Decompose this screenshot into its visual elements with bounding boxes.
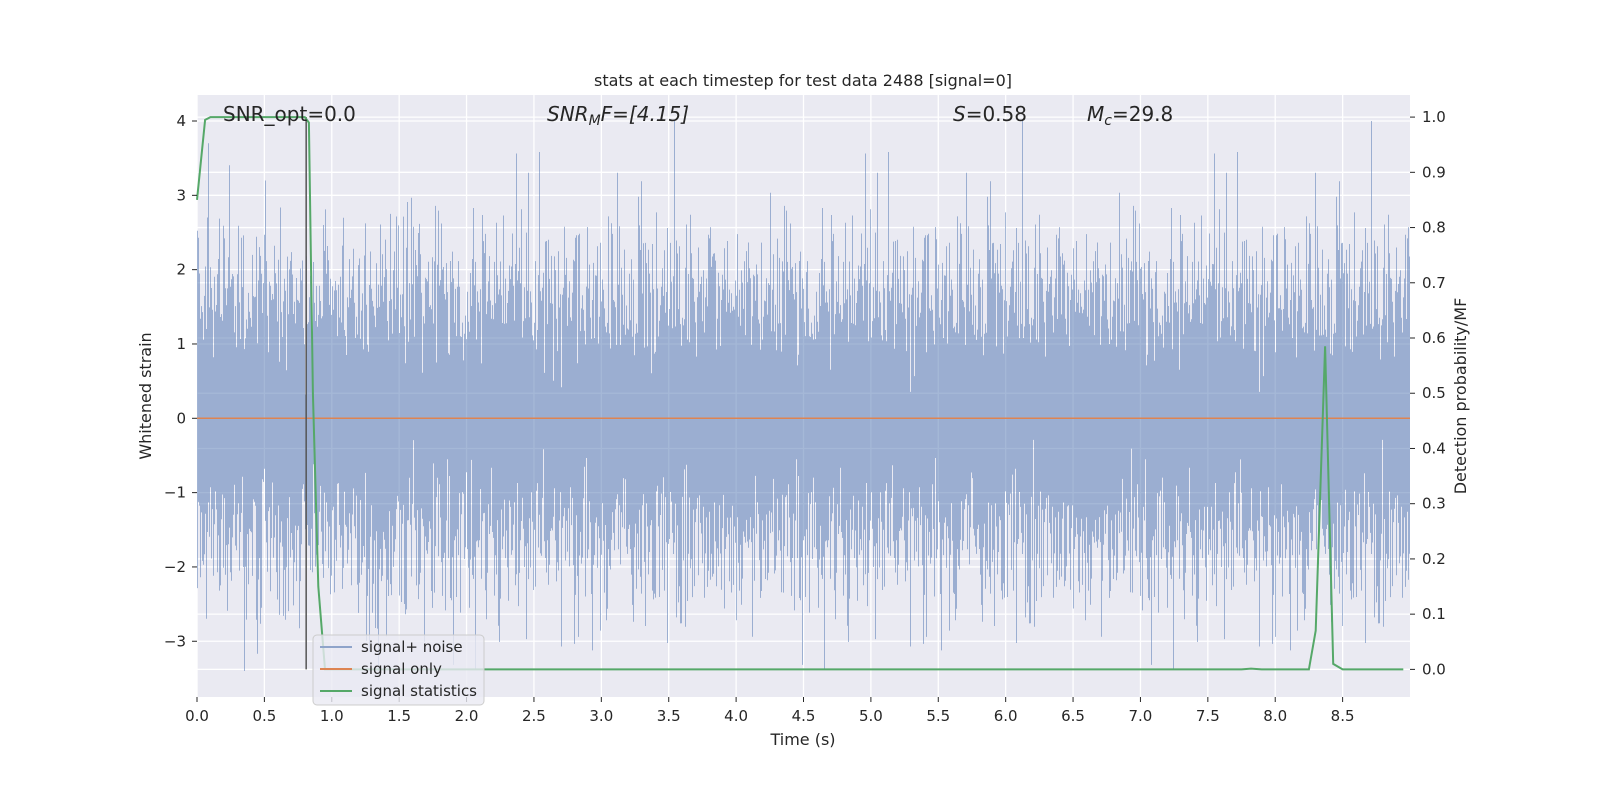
left-y-axis-label: Whitened strain xyxy=(136,332,155,459)
chart-title: stats at each timestep for test data 248… xyxy=(594,71,1012,90)
snr-mf-rest: F=[4.15] xyxy=(601,102,689,126)
y-right-tick-label: 0.3 xyxy=(1422,495,1446,513)
right-y-axis-ticks: 0.0 0.1 0.2 0.3 0.4 0.5 0.6 0.7 0.8 0.9 1.0 xyxy=(1410,108,1446,678)
x-tick-label: 2.5 xyxy=(522,707,546,725)
y-right-tick-label: 0.6 xyxy=(1422,329,1446,347)
y-left-tick-label: 3 xyxy=(176,186,186,204)
y-right-tick-label: 1.0 xyxy=(1422,108,1446,126)
x-axis-label: Time (s) xyxy=(769,730,835,749)
left-y-axis-ticks: −3 −2 −1 0 1 2 3 4 xyxy=(164,112,197,650)
x-tick-label: 7.0 xyxy=(1129,707,1153,725)
right-y-axis-label: Detection probability/MF xyxy=(1451,298,1470,495)
s-variable: S xyxy=(953,102,966,126)
x-tick-label: 6.5 xyxy=(1061,707,1085,725)
y-left-tick-label: 2 xyxy=(176,261,186,279)
annotation-snr-opt: SNR_opt=0.0 xyxy=(223,102,356,126)
x-tick-label: 0.0 xyxy=(185,707,209,725)
x-tick-label: 3.5 xyxy=(657,707,681,725)
legend-label-signal: signal only xyxy=(361,660,442,678)
x-tick-label: 2.0 xyxy=(455,707,479,725)
annotation-mc: Mc=29.8 xyxy=(1087,102,1173,129)
x-tick-label: 3.0 xyxy=(589,707,613,725)
y-left-tick-label: −2 xyxy=(164,558,186,576)
s-value: =0.58 xyxy=(966,102,1027,126)
x-tick-label: 7.5 xyxy=(1196,707,1220,725)
y-right-tick-label: 0.1 xyxy=(1422,605,1446,623)
mc-value: =29.8 xyxy=(1112,102,1173,126)
x-tick-label: 4.5 xyxy=(792,707,816,725)
y-left-tick-label: 0 xyxy=(176,409,186,427)
x-tick-label: 6.0 xyxy=(994,707,1018,725)
mc-subscript: c xyxy=(1104,113,1112,129)
annotation-snr-mf: SNRMF=[4.15] xyxy=(547,102,689,129)
legend-box xyxy=(312,634,485,706)
x-tick-label: 1.0 xyxy=(320,707,344,725)
x-tick-label: 1.5 xyxy=(387,707,411,725)
x-axis-ticks: 0.0 0.5 1.0 1.5 2.0 2.5 3.0 3.5 4.0 4.5 5.0 5.5 6.0 6… xyxy=(185,697,1355,725)
y-right-tick-label: 0.5 xyxy=(1422,384,1446,402)
y-right-tick-label: 0.8 xyxy=(1422,219,1446,237)
mc-variable: M xyxy=(1087,102,1104,126)
y-left-tick-label: 4 xyxy=(176,112,186,130)
y-right-tick-label: 0.0 xyxy=(1422,660,1446,678)
snr-mf-main: SNR xyxy=(547,102,589,126)
legend-label-statistics: signal statistics xyxy=(361,682,477,700)
noise-series-signal-plus-noise xyxy=(197,121,1410,671)
x-tick-label: 4.0 xyxy=(724,707,748,725)
y-right-tick-label: 0.4 xyxy=(1422,439,1446,457)
y-right-tick-label: 0.7 xyxy=(1422,274,1446,292)
x-tick-label: 5.5 xyxy=(926,707,950,725)
x-tick-label: 8.0 xyxy=(1263,707,1287,725)
y-left-tick-label: 1 xyxy=(176,335,186,353)
legend-label-noise: signal+ noise xyxy=(361,638,463,656)
x-tick-label: 5.0 xyxy=(859,707,883,725)
y-left-tick-label: −3 xyxy=(164,632,186,650)
y-left-tick-label: −1 xyxy=(164,484,186,502)
noise-trace xyxy=(197,121,1410,671)
x-tick-label: 8.5 xyxy=(1331,707,1355,725)
snr-mf-subscript: M xyxy=(589,113,601,129)
annotation-s: S=0.58 xyxy=(953,102,1027,126)
y-right-tick-label: 0.9 xyxy=(1422,163,1446,181)
legend: signal+ noise signal only signal statist… xyxy=(312,634,485,706)
signal-statistics-series xyxy=(196,116,1404,671)
y-right-tick-label: 0.2 xyxy=(1422,550,1446,568)
x-tick-label: 0.5 xyxy=(252,707,276,725)
